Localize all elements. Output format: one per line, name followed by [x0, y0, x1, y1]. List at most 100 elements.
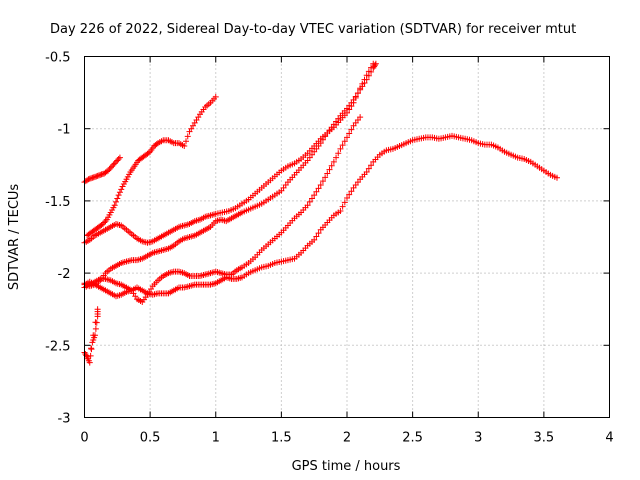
x-tick-label: 1.5: [271, 431, 292, 446]
data-point: [341, 199, 348, 206]
y-axis-label: SDTVAR / TECUs: [7, 184, 22, 291]
data-point: [339, 203, 346, 210]
x-tick-label: 3.5: [534, 431, 555, 446]
data-point: [346, 191, 353, 198]
data-point: [330, 158, 337, 165]
data-point: [313, 188, 320, 195]
data-point: [344, 195, 350, 202]
y-tick-label: -1.5: [45, 195, 70, 210]
data-point: [365, 72, 372, 79]
x-tick-label: 4: [605, 431, 613, 446]
data-point: [328, 162, 335, 169]
data-point: [372, 62, 378, 69]
data-point: [335, 150, 342, 157]
data-point: [357, 86, 364, 93]
x-tick-label: 3: [474, 431, 482, 446]
data-point: [322, 133, 329, 140]
data-point: [348, 126, 355, 133]
data-point: [101, 219, 108, 226]
y-tick-label: -2: [58, 267, 71, 282]
series-arc-f: [81, 114, 364, 305]
x-tick-label: 0: [80, 431, 88, 446]
data-point: [365, 165, 372, 172]
x-tick-label: 2.5: [402, 431, 423, 446]
series-arc-a: [81, 154, 123, 186]
plot-frame: [84, 56, 610, 418]
series-arc-e: [81, 132, 560, 300]
data-point: [311, 236, 318, 243]
data-point: [114, 157, 121, 164]
y-tick-labels: -3 -2.5 -2 -1.5 -1 -0.5: [45, 51, 70, 427]
gridlines: [84, 56, 610, 418]
data-point: [363, 169, 370, 176]
data-point: [359, 83, 366, 90]
data-point: [105, 167, 112, 174]
data-point: [90, 332, 97, 339]
data-point: [354, 90, 361, 97]
data-point: [212, 93, 219, 100]
data-point: [339, 142, 346, 149]
data-point: [319, 178, 326, 185]
data-point: [109, 163, 116, 170]
data-point: [116, 189, 123, 196]
data-point: [111, 160, 118, 167]
data-point: [102, 218, 109, 225]
data-point: [337, 208, 344, 215]
y-tick-label: -3: [58, 412, 71, 427]
data-point: [184, 133, 191, 140]
data-point: [145, 149, 152, 156]
data-point: [113, 158, 119, 165]
data-point: [326, 166, 333, 173]
data-point: [333, 154, 340, 161]
data-point: [322, 174, 329, 181]
data-point: [309, 195, 315, 202]
data-point: [115, 156, 122, 163]
data-point: [317, 182, 324, 189]
data-point: [113, 198, 119, 205]
x-tick-label: 2: [343, 431, 351, 446]
data-point: [116, 154, 123, 161]
data-point: [554, 174, 560, 181]
data-point: [183, 138, 189, 145]
data-point: [315, 185, 322, 192]
data-point: [311, 192, 318, 199]
series-isolated: [81, 306, 101, 366]
data-point: [99, 221, 106, 228]
data-points: [81, 60, 560, 366]
data-point: [88, 345, 95, 352]
x-tick-label: 1: [212, 431, 220, 446]
chart-title: Day 226 of 2022, Sidereal Day-to-day VTE…: [50, 22, 576, 37]
y-tick-label: -1: [58, 123, 71, 138]
data-point: [306, 198, 313, 205]
data-point: [92, 319, 99, 326]
data-point: [350, 96, 357, 103]
data-point: [87, 352, 94, 359]
series-arc-d: [81, 60, 379, 290]
data-point: [348, 188, 355, 195]
data-point: [84, 177, 91, 184]
data-point: [111, 202, 118, 209]
data-point: [94, 306, 101, 313]
data-point: [363, 76, 370, 83]
data-point: [115, 192, 122, 199]
x-tick-label: 0.5: [140, 431, 161, 446]
data-point: [315, 230, 322, 237]
data-point: [92, 325, 99, 332]
data-point: [324, 170, 331, 177]
data-point: [106, 166, 113, 173]
data-point: [319, 136, 326, 143]
data-point: [118, 186, 125, 193]
y-tick-label: -2.5: [45, 339, 70, 354]
data-point: [357, 114, 364, 121]
data-point: [337, 145, 344, 152]
data-point: [372, 60, 379, 67]
data-point: [352, 93, 359, 100]
data-point: [341, 138, 348, 145]
data-point: [344, 134, 350, 141]
data-point: [361, 79, 368, 86]
y-tick-label: -0.5: [45, 51, 70, 66]
data-point: [107, 164, 114, 171]
series-arc-b: [84, 93, 219, 239]
